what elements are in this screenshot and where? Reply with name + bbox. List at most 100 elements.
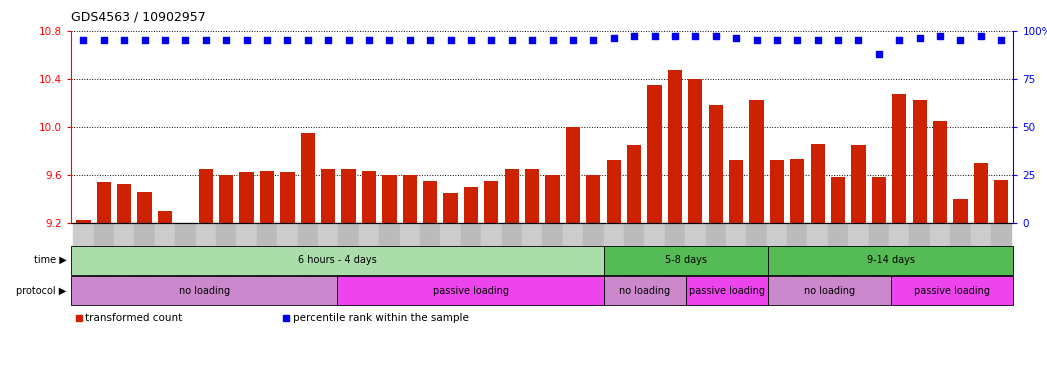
Point bbox=[340, 37, 357, 43]
Bar bbox=[872, 177, 886, 223]
Bar bbox=[158, 211, 172, 223]
Bar bbox=[359, 223, 379, 303]
Bar bbox=[300, 133, 315, 223]
Bar bbox=[423, 181, 438, 223]
Bar bbox=[400, 223, 420, 303]
Bar bbox=[260, 171, 274, 223]
Text: percentile rank within the sample: percentile rank within the sample bbox=[293, 313, 468, 323]
Bar bbox=[522, 223, 542, 303]
Bar bbox=[73, 223, 93, 303]
Bar bbox=[810, 144, 825, 223]
Bar bbox=[790, 159, 804, 223]
Bar bbox=[178, 223, 193, 225]
Bar bbox=[338, 223, 359, 303]
Bar bbox=[155, 223, 175, 303]
Text: no loading: no loading bbox=[179, 286, 230, 296]
Bar bbox=[851, 145, 866, 223]
Point bbox=[809, 37, 826, 43]
Bar bbox=[382, 175, 397, 223]
Bar bbox=[729, 161, 743, 223]
Point bbox=[177, 37, 194, 43]
Bar bbox=[76, 220, 91, 223]
Point bbox=[749, 37, 765, 43]
Bar bbox=[930, 223, 951, 303]
Point bbox=[911, 35, 928, 41]
Bar bbox=[606, 161, 621, 223]
Text: GDS4563 / 10902957: GDS4563 / 10902957 bbox=[71, 10, 206, 23]
Bar bbox=[750, 100, 763, 223]
Bar bbox=[974, 163, 988, 223]
Point bbox=[602, 138, 619, 144]
Bar bbox=[71, 276, 337, 305]
Bar bbox=[627, 145, 641, 223]
Point bbox=[218, 37, 235, 43]
Bar bbox=[994, 180, 1008, 223]
Bar bbox=[341, 169, 356, 223]
Bar bbox=[175, 223, 196, 303]
Bar bbox=[403, 175, 417, 223]
Bar bbox=[770, 161, 784, 223]
Point bbox=[279, 37, 295, 43]
Bar bbox=[706, 223, 726, 303]
Bar bbox=[910, 223, 930, 303]
Point bbox=[422, 37, 439, 43]
Point bbox=[850, 37, 867, 43]
Bar bbox=[505, 169, 519, 223]
Bar bbox=[545, 175, 560, 223]
Bar bbox=[685, 223, 706, 303]
Point bbox=[259, 37, 275, 43]
Point bbox=[360, 37, 377, 43]
Bar bbox=[96, 182, 111, 223]
Point bbox=[973, 33, 989, 40]
Bar bbox=[219, 175, 233, 223]
Bar bbox=[709, 105, 722, 223]
Point bbox=[891, 37, 908, 43]
Bar bbox=[337, 276, 604, 305]
Bar bbox=[71, 246, 604, 275]
Bar bbox=[767, 246, 1013, 275]
Bar bbox=[747, 223, 766, 303]
Bar bbox=[891, 276, 1013, 305]
Bar bbox=[297, 223, 318, 303]
Point bbox=[198, 37, 215, 43]
Bar bbox=[114, 223, 134, 303]
Point bbox=[993, 37, 1009, 43]
Point bbox=[319, 37, 336, 43]
Bar bbox=[766, 223, 787, 303]
Bar bbox=[93, 223, 114, 303]
Bar bbox=[237, 223, 257, 303]
Bar bbox=[971, 223, 992, 303]
Bar bbox=[441, 223, 461, 303]
Bar bbox=[379, 223, 400, 303]
Text: passive loading: passive loading bbox=[432, 286, 509, 296]
Point bbox=[524, 37, 540, 43]
Point bbox=[442, 37, 459, 43]
Bar bbox=[196, 223, 216, 303]
Text: passive loading: passive loading bbox=[914, 286, 990, 296]
Point bbox=[870, 51, 887, 57]
Bar bbox=[484, 181, 498, 223]
Bar bbox=[848, 223, 869, 303]
Text: transformed count: transformed count bbox=[86, 313, 182, 323]
Point bbox=[299, 37, 316, 43]
Bar bbox=[787, 223, 807, 303]
Point bbox=[952, 37, 968, 43]
Bar bbox=[726, 223, 747, 303]
Bar bbox=[502, 223, 522, 303]
Bar bbox=[604, 276, 686, 305]
Point bbox=[626, 33, 643, 40]
Point bbox=[483, 37, 499, 43]
Bar bbox=[603, 223, 624, 303]
Bar bbox=[767, 276, 891, 305]
Bar bbox=[216, 223, 237, 303]
Bar bbox=[831, 177, 845, 223]
Bar bbox=[562, 223, 583, 303]
Point bbox=[605, 35, 622, 41]
Bar bbox=[954, 199, 967, 223]
Bar bbox=[420, 223, 441, 303]
Bar bbox=[240, 172, 253, 223]
Bar bbox=[604, 246, 767, 275]
Bar bbox=[644, 223, 665, 303]
Point bbox=[116, 37, 133, 43]
Bar bbox=[647, 85, 662, 223]
